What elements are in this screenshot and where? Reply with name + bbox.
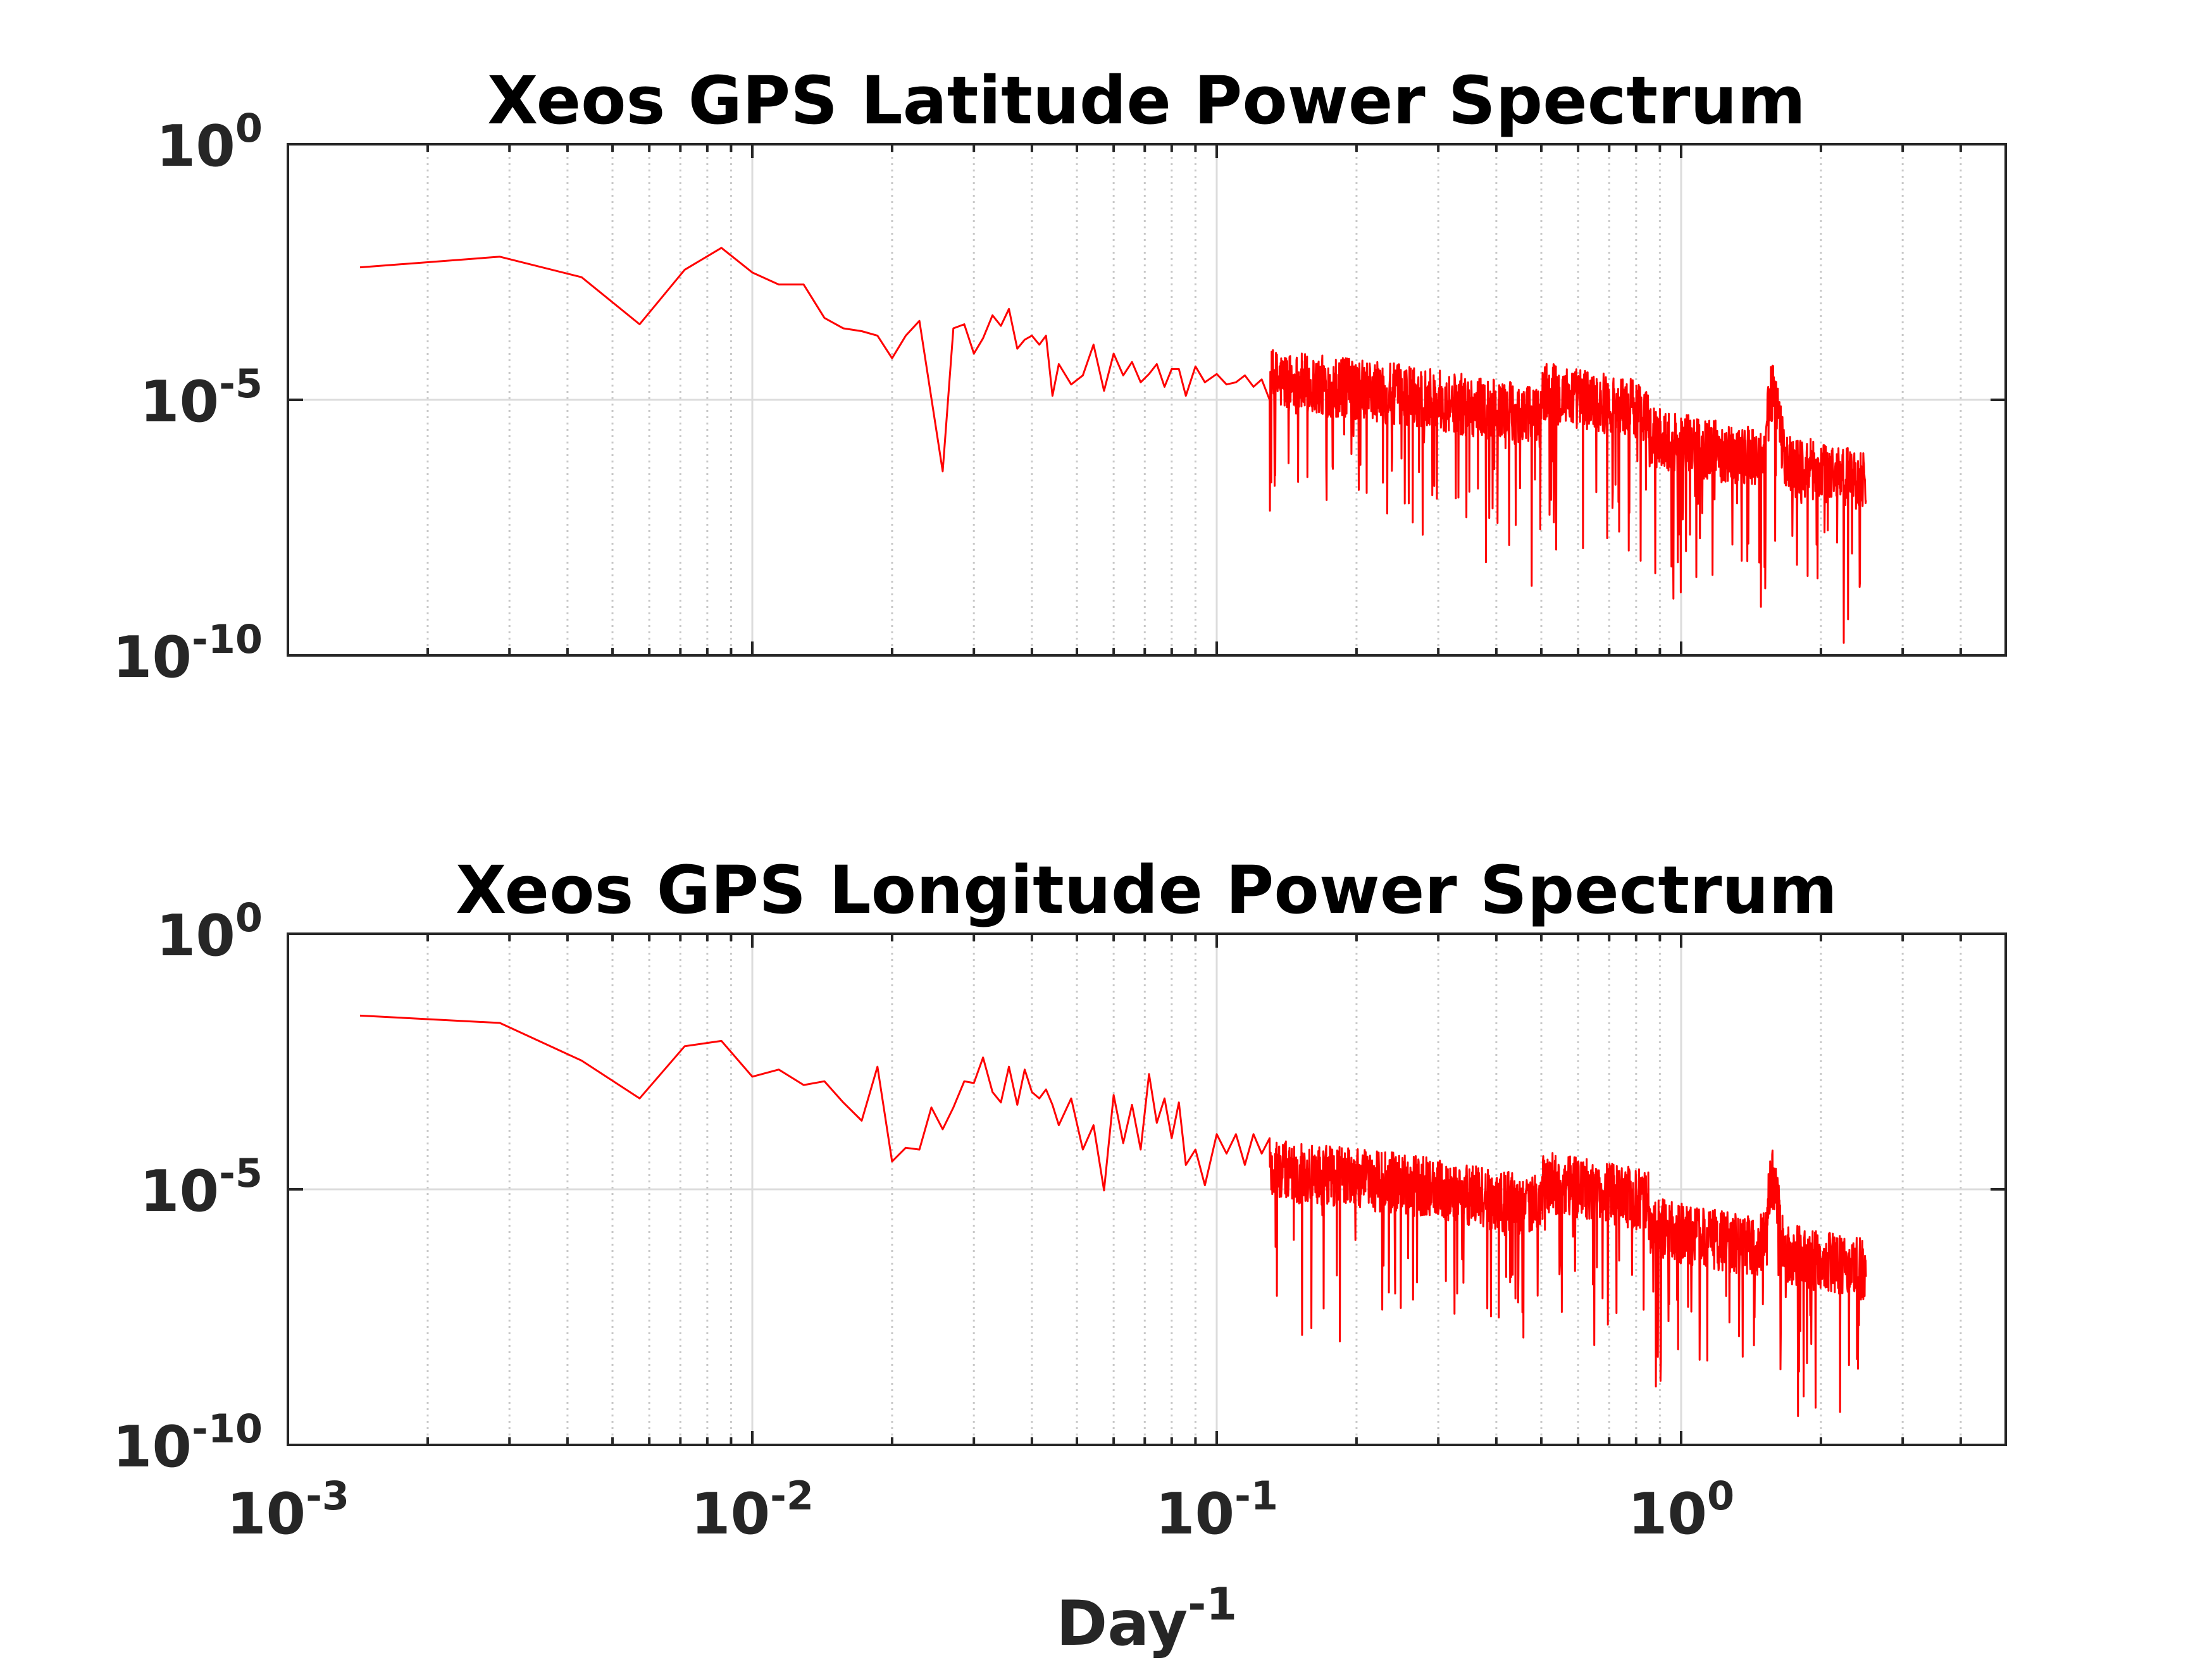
y-tick-label: 10-5 bbox=[140, 361, 263, 435]
x-tick-label: 100 bbox=[1628, 1473, 1734, 1547]
y-tick-label: 10-10 bbox=[113, 616, 263, 691]
y-tick-label: 100 bbox=[156, 105, 263, 180]
y-tick-label-exponent: -5 bbox=[219, 361, 263, 407]
x-axis-label: Day-1 bbox=[1056, 1578, 1237, 1660]
x-tick-label: 10-2 bbox=[691, 1473, 814, 1547]
y-tick-label-exponent: -10 bbox=[192, 1406, 263, 1452]
y-tick-label-base: 10 bbox=[140, 1158, 219, 1225]
y-tick-label-base: 10 bbox=[113, 1414, 192, 1480]
latitude-power-line bbox=[359, 247, 1867, 644]
longitude-series bbox=[359, 1014, 1867, 1417]
longitude-power-line bbox=[359, 1014, 1867, 1417]
y-tick-label-exponent: 0 bbox=[235, 895, 263, 941]
y-tick-label-exponent: 0 bbox=[235, 105, 263, 151]
x-tick-label-exponent: -1 bbox=[1234, 1473, 1278, 1519]
y-tick-label-base: 10 bbox=[113, 624, 192, 691]
longitude-grid bbox=[288, 934, 2007, 1445]
x-axis-label-exponent: -1 bbox=[1188, 1578, 1237, 1630]
latitude-grid bbox=[288, 144, 2007, 655]
y-tick-label: 10-10 bbox=[113, 1406, 263, 1480]
latitude-chart-title: Xeos GPS Latitude Power Spectrum bbox=[487, 62, 1806, 139]
x-tick-label: 10-3 bbox=[227, 1473, 349, 1547]
x-tick-label-exponent: 0 bbox=[1707, 1473, 1734, 1519]
longitude-chart-title: Xeos GPS Longitude Power Spectrum bbox=[456, 852, 1837, 929]
y-tick-label-base: 10 bbox=[156, 113, 235, 180]
x-tick-label: 10-1 bbox=[1155, 1473, 1278, 1547]
x-tick-label-exponent: -2 bbox=[770, 1473, 814, 1519]
x-axis-label-base: Day bbox=[1056, 1588, 1188, 1660]
x-tick-label-base: 10 bbox=[1155, 1481, 1234, 1547]
latitude-series bbox=[359, 247, 1867, 644]
x-tick-label-base: 10 bbox=[227, 1481, 306, 1547]
y-tick-label: 10-5 bbox=[140, 1150, 263, 1225]
y-tick-label: 100 bbox=[156, 895, 263, 969]
y-tick-label-base: 10 bbox=[156, 903, 235, 969]
x-tick-label-base: 10 bbox=[691, 1481, 770, 1547]
y-tick-label-base: 10 bbox=[140, 369, 219, 435]
x-tick-label-exponent: -3 bbox=[306, 1473, 349, 1519]
y-tick-label-exponent: -10 bbox=[192, 616, 263, 662]
x-tick-label-base: 10 bbox=[1628, 1481, 1707, 1547]
y-tick-label-exponent: -5 bbox=[219, 1150, 263, 1196]
